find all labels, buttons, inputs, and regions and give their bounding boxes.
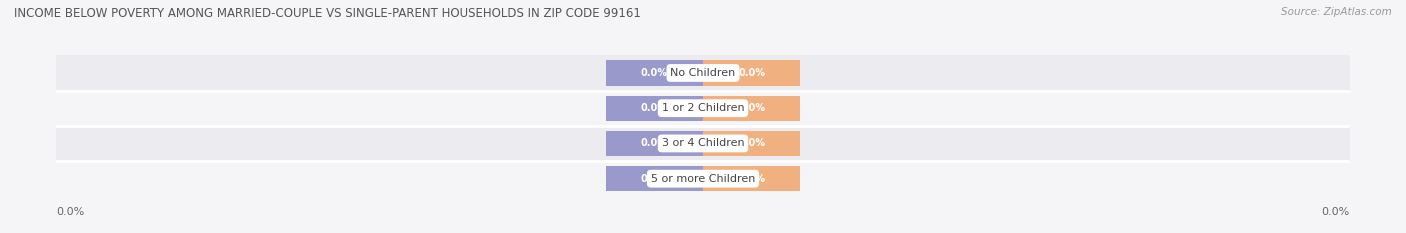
Text: 0.0%: 0.0%	[738, 138, 765, 148]
Bar	[606, 166, 703, 191]
Bar	[606, 131, 703, 156]
Text: 0.0%: 0.0%	[1322, 207, 1350, 217]
Text: INCOME BELOW POVERTY AMONG MARRIED-COUPLE VS SINGLE-PARENT HOUSEHOLDS IN ZIP COD: INCOME BELOW POVERTY AMONG MARRIED-COUPL…	[14, 7, 641, 20]
Text: 1 or 2 Children: 1 or 2 Children	[662, 103, 744, 113]
Text: Source: ZipAtlas.com: Source: ZipAtlas.com	[1281, 7, 1392, 17]
Text: No Children: No Children	[671, 68, 735, 78]
Bar	[606, 96, 703, 121]
Text: 0.0%: 0.0%	[641, 138, 668, 148]
Text: 0.0%: 0.0%	[56, 207, 84, 217]
Bar	[0, 126, 1406, 161]
Text: 0.0%: 0.0%	[738, 68, 765, 78]
Text: 0.0%: 0.0%	[738, 174, 765, 184]
Text: 3 or 4 Children: 3 or 4 Children	[662, 138, 744, 148]
Bar	[703, 96, 800, 121]
Bar	[0, 55, 1406, 91]
Text: 0.0%: 0.0%	[641, 174, 668, 184]
Text: 0.0%: 0.0%	[641, 68, 668, 78]
Bar	[0, 161, 1406, 196]
Bar	[703, 131, 800, 156]
Text: 0.0%: 0.0%	[738, 103, 765, 113]
Text: 5 or more Children: 5 or more Children	[651, 174, 755, 184]
Bar	[703, 60, 800, 86]
Bar	[606, 60, 703, 86]
Bar	[703, 166, 800, 191]
Text: 0.0%: 0.0%	[641, 103, 668, 113]
Bar	[0, 91, 1406, 126]
